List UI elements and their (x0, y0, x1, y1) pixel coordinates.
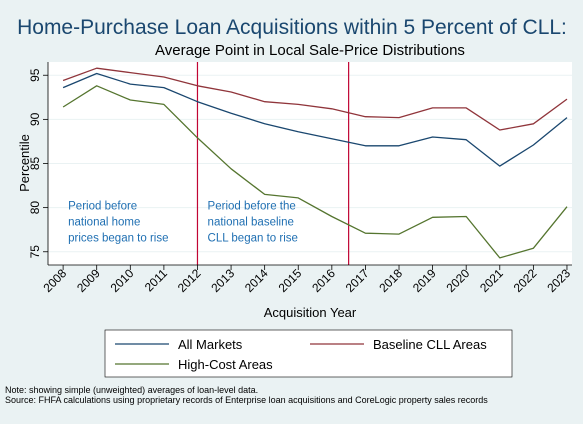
y-tick-label: 75 (28, 245, 42, 259)
legend-box (104, 329, 513, 378)
reference-lines (196, 62, 350, 265)
annotations: Period before national home prices began t… (68, 200, 298, 244)
annotation-line: prices began to rise (68, 232, 168, 244)
x-tick-label: 2015 (276, 266, 305, 295)
source-text: Source: FHFA calculations using propriet… (5, 395, 488, 405)
x-tick-label: 2017 (343, 266, 372, 295)
x-tick-label: 2016 (309, 266, 338, 295)
annotation-line: national home (68, 216, 140, 228)
x-tick-label: 2008 (40, 266, 69, 295)
series-line-0 (62, 72, 568, 167)
annotation-line: Period before (68, 200, 137, 212)
gridlines (48, 74, 572, 253)
x-tick-label: 2018 (376, 266, 405, 295)
x-tick-label: 2014 (242, 266, 271, 295)
y-tick-label: 90 (28, 112, 42, 126)
y-tick-label: 80 (28, 201, 42, 215)
x-tick-label: 2022 (511, 266, 540, 295)
annotation-text: Period before the national baseline CLL be… (208, 200, 298, 244)
annotation-text: Period before national home prices began t… (68, 200, 168, 244)
y-axis-title: Percentile (17, 134, 32, 192)
y-tick-label: 85 (28, 157, 42, 171)
legend-label-all-markets: All Markets (178, 337, 243, 352)
x-tick-label: 2010 (108, 266, 137, 295)
legend-label-baseline-cll: Baseline CLL Areas (373, 337, 487, 352)
note-text: Note: showing simple (unweighted) averag… (5, 385, 258, 395)
chart-subtitle: Average Point in Local Sale-Price Distri… (155, 42, 465, 59)
x-tick-label: 2011 (142, 266, 170, 294)
x-tick-label: 2020 (444, 266, 473, 295)
series-lines (62, 67, 568, 259)
x-tick-label: 2023 (544, 266, 573, 295)
annotation-line: CLL began to rise (208, 232, 298, 244)
legend-label-high-cost: High-Cost Areas (178, 357, 273, 372)
y-tick-label: 95 (28, 68, 42, 82)
annotation-line: Period before the (208, 200, 296, 212)
x-tick-label: 2012 (175, 266, 204, 295)
x-tick-label: 2013 (208, 266, 237, 295)
series-line-1 (62, 67, 568, 131)
series-line-2 (62, 85, 568, 259)
x-tick-label: 2009 (74, 266, 103, 295)
x-tick-label: 2021 (477, 266, 506, 295)
annotation-line: national baseline (208, 216, 294, 228)
x-tick-label: 2019 (410, 266, 439, 295)
x-axis-title: Acquisition Year (264, 305, 357, 320)
legend: All Markets Baseline CLL Areas High-Cost… (104, 329, 513, 378)
chart-title: Home-Purchase Loan Acquisitions within 5… (17, 16, 567, 39)
